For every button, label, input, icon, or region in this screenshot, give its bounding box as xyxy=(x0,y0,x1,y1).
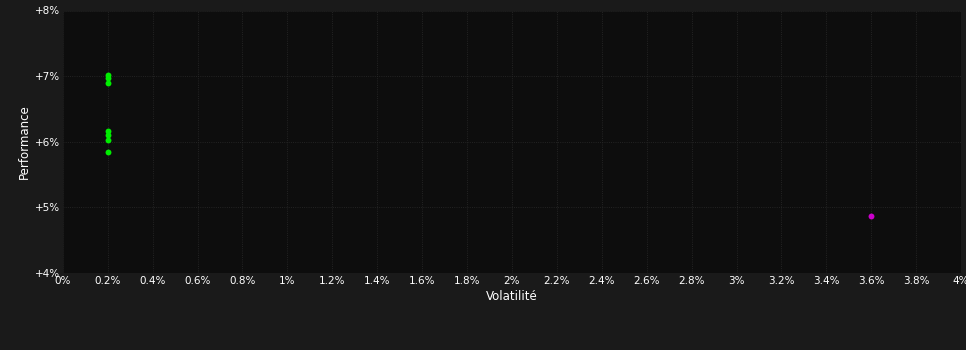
Point xyxy=(100,137,116,142)
Point xyxy=(100,80,116,85)
Point xyxy=(100,75,116,81)
Point xyxy=(864,213,879,219)
Point xyxy=(100,128,116,133)
Point xyxy=(100,72,116,78)
Point xyxy=(100,149,116,154)
X-axis label: Volatilité: Volatilité xyxy=(486,290,538,303)
Y-axis label: Performance: Performance xyxy=(17,104,31,179)
Point xyxy=(100,132,116,138)
